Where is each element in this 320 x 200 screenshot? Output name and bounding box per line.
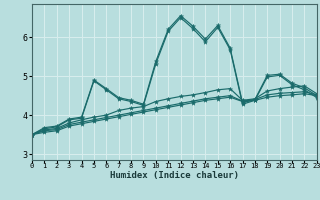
X-axis label: Humidex (Indice chaleur): Humidex (Indice chaleur) [110, 171, 239, 180]
